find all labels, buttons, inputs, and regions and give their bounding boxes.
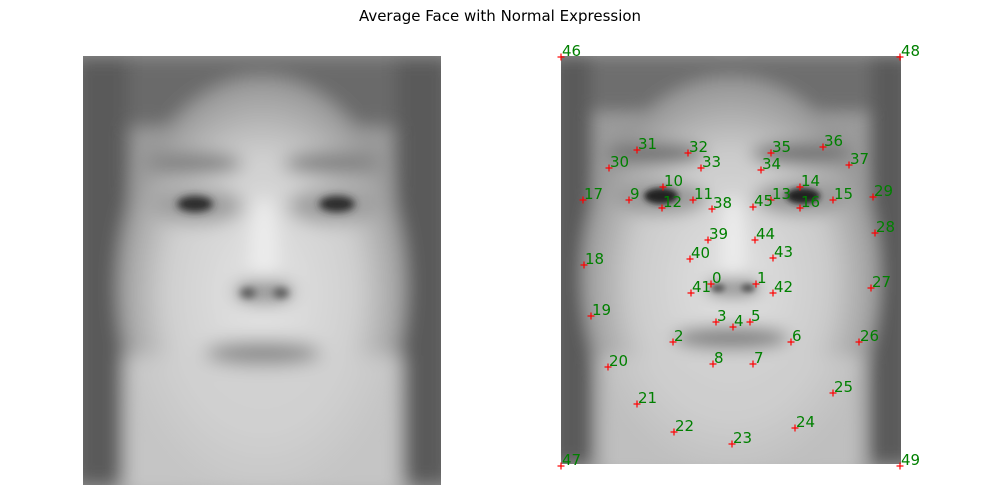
landmark-label: 49	[901, 451, 920, 469]
face-graphic	[561, 56, 901, 464]
face-graphic	[83, 56, 441, 485]
figure-title: Average Face with Normal Expression	[358, 7, 642, 25]
average-face-annotated-image	[561, 56, 901, 464]
landmark-label: 48	[901, 42, 920, 60]
average-face-image	[83, 56, 441, 485]
